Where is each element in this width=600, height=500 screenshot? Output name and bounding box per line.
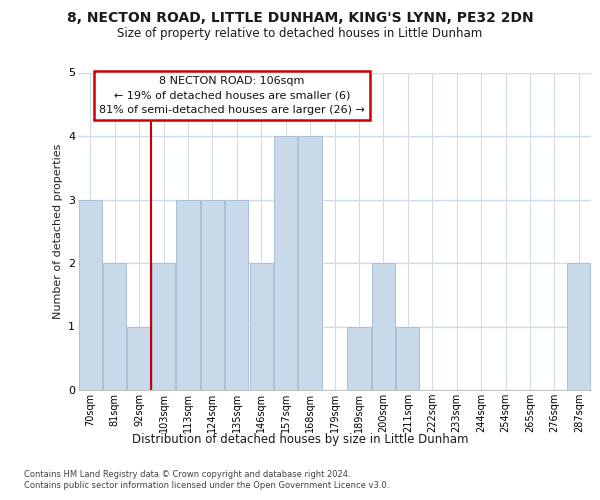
Text: Contains HM Land Registry data © Crown copyright and database right 2024.: Contains HM Land Registry data © Crown c… <box>24 470 350 479</box>
Bar <box>79 200 102 390</box>
Text: 8 NECTON ROAD: 106sqm
← 19% of detached houses are smaller (6)
81% of semi-detac: 8 NECTON ROAD: 106sqm ← 19% of detached … <box>99 76 365 116</box>
Bar <box>567 263 590 390</box>
Text: Distribution of detached houses by size in Little Dunham: Distribution of detached houses by size … <box>132 432 468 446</box>
Bar <box>347 326 371 390</box>
Bar <box>250 263 273 390</box>
Text: 8, NECTON ROAD, LITTLE DUNHAM, KING'S LYNN, PE32 2DN: 8, NECTON ROAD, LITTLE DUNHAM, KING'S LY… <box>67 11 533 25</box>
Y-axis label: Number of detached properties: Number of detached properties <box>53 144 62 319</box>
Text: Size of property relative to detached houses in Little Dunham: Size of property relative to detached ho… <box>118 28 482 40</box>
Bar <box>274 136 297 390</box>
Bar <box>372 263 395 390</box>
Bar <box>396 326 419 390</box>
Bar <box>201 200 224 390</box>
Bar <box>103 263 126 390</box>
Bar <box>298 136 322 390</box>
Bar <box>176 200 200 390</box>
Bar <box>152 263 175 390</box>
Bar <box>127 326 151 390</box>
Text: Contains public sector information licensed under the Open Government Licence v3: Contains public sector information licen… <box>24 481 389 490</box>
Bar <box>225 200 248 390</box>
